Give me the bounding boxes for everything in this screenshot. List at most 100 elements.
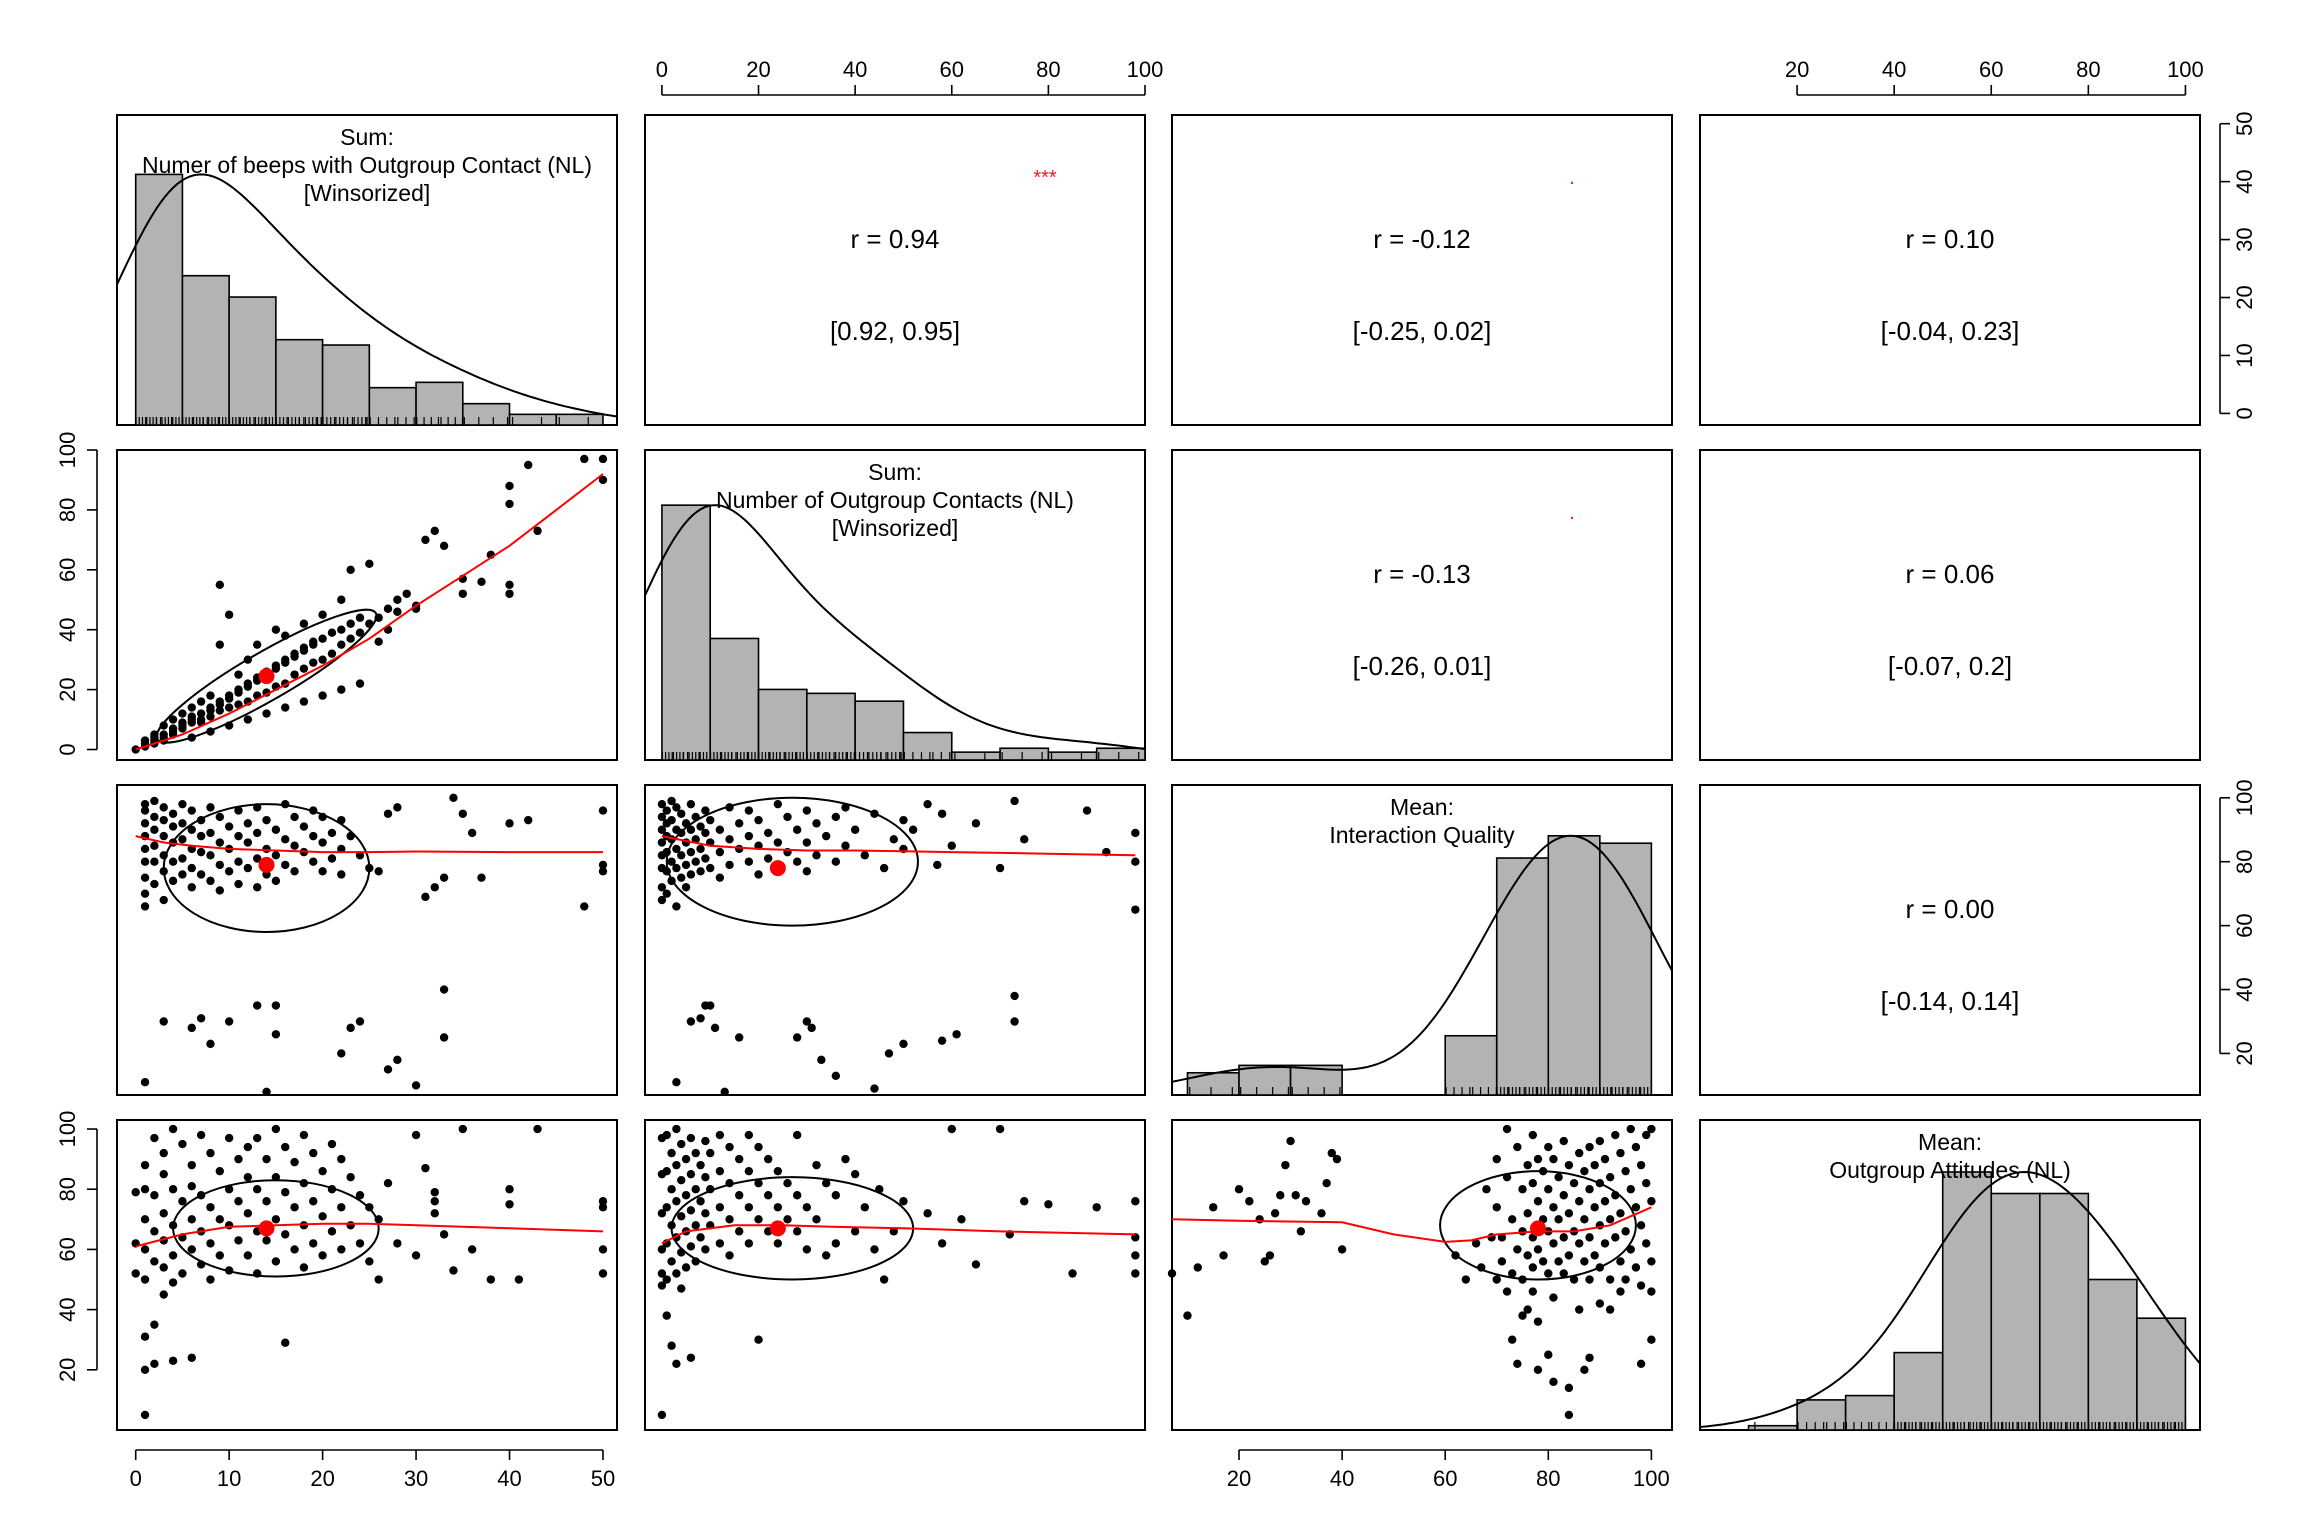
data-point [1281,1161,1289,1169]
axis-tick-label: 40 [55,617,80,641]
data-point [735,1033,743,1041]
axis-tick-label: 20 [746,57,770,82]
data-point [141,873,149,881]
histogram-bar [1048,752,1096,760]
scatter-panel-r2-c1 [658,797,1140,1096]
correlation-panel: r = 0.00[-0.14, 0.14] [1881,894,2020,1016]
data-point [290,842,298,850]
data-point [141,889,149,897]
data-point [774,1203,782,1211]
data-point [206,1149,214,1157]
data-point [1616,1257,1624,1265]
data-point [150,842,158,850]
data-point [1616,1287,1624,1295]
data-point [1493,1203,1501,1211]
correlation-panel: r = 0.06[-0.07, 0.2] [1888,559,2012,681]
correlation-coefficient: r = 0.10 [1906,224,1995,254]
data-point [822,832,830,840]
data-point [206,1203,214,1211]
data-point [1010,1017,1018,1025]
data-point [169,877,177,885]
data-point [687,1206,695,1214]
data-point [244,1143,252,1151]
data-point [663,1203,671,1211]
data-point [1606,1305,1614,1313]
data-point [169,1125,177,1133]
data-point [774,1167,782,1175]
data-point [948,1125,956,1133]
diag-histogram-attitudes: Mean:Outgroup Attitudes (NL) [1700,1129,2200,1430]
data-point [672,1360,680,1368]
data-point [1647,1197,1655,1205]
data-point [1322,1179,1330,1187]
data-point [692,858,700,866]
data-point [272,851,280,859]
data-point [374,1275,382,1283]
data-point [160,1170,168,1178]
data-point [150,813,158,821]
data-point [150,1191,158,1199]
data-point [225,822,233,830]
correlation-panel: r = 0.94[0.92, 0.95]*** [830,167,1057,346]
axis-tick-label: 20 [2232,1041,2257,1065]
data-point [244,864,252,872]
data-point [667,816,675,824]
data-point [1529,1263,1537,1271]
data-point [141,1275,149,1283]
data-point [1585,1185,1593,1193]
data-point [899,816,907,824]
histogram-bar [1600,843,1652,1095]
data-point [188,1024,196,1032]
data-point [1245,1197,1253,1205]
data-point [1131,829,1139,837]
data-point [431,1197,439,1205]
data-point [716,826,724,834]
data-point [188,883,196,891]
data-point [206,803,214,811]
data-point [677,1284,685,1292]
data-point [1585,1275,1593,1283]
data-point [262,1197,270,1205]
axis-tick-label: 40 [1882,57,1906,82]
data-point [682,1155,690,1163]
data-point [216,640,224,648]
data-point [141,858,149,866]
histogram-bar [807,693,855,760]
centroid-point [259,1220,275,1236]
data-point [262,1236,270,1244]
data-point [841,1155,849,1163]
data-point [150,1320,158,1328]
axis-tick-label: 40 [2232,169,2257,193]
data-point [880,864,888,872]
data-point [318,1167,326,1175]
data-point [188,1161,196,1169]
histogram-bar [2040,1194,2089,1431]
data-point [696,1161,704,1169]
data-point [346,1221,354,1229]
data-point [793,826,801,834]
data-point [716,1131,724,1139]
data-point [1131,1269,1139,1277]
data-point [337,626,345,634]
data-point [393,1056,401,1064]
axis-tick-label: 20 [310,1466,334,1491]
data-point [169,1185,177,1193]
data-point [1642,1179,1650,1187]
data-point [1580,1257,1588,1265]
data-point [449,794,457,802]
data-point [281,1188,289,1196]
axis-tick-label: 60 [2232,913,2257,937]
data-point [706,816,714,824]
data-point [745,1239,753,1247]
data-point [328,649,336,657]
data-point [459,590,467,598]
data-point [1508,1336,1516,1344]
panel-frame [1172,450,1672,760]
data-point [1637,1221,1645,1229]
histogram-bar [1797,1400,1846,1430]
data-point [141,1078,149,1086]
data-point [1642,1239,1650,1247]
data-point [318,611,326,619]
significance-stars: *** [1033,167,1057,189]
data-point [505,482,513,490]
